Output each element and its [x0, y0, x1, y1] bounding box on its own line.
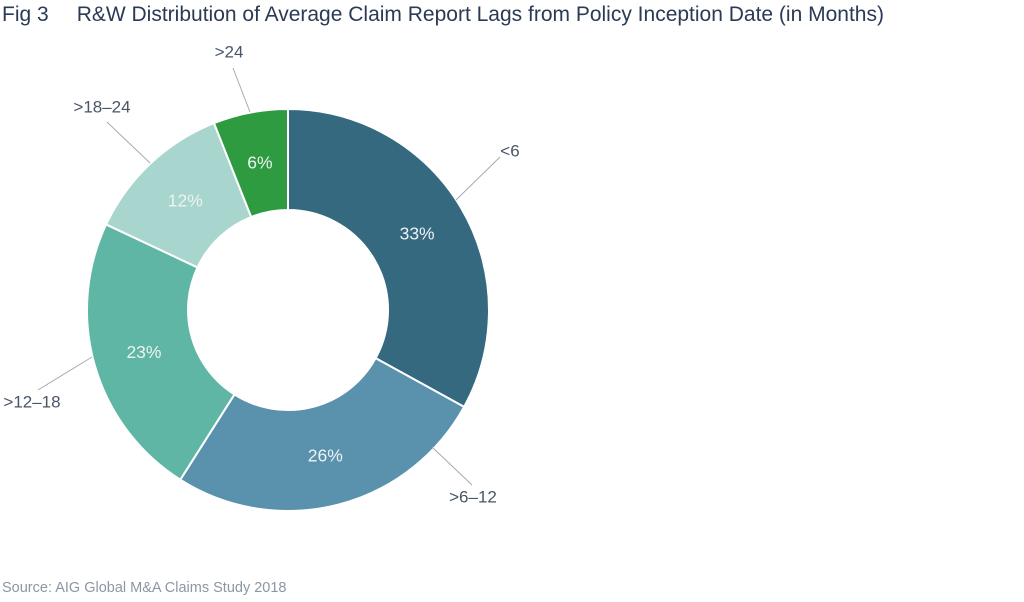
- slice-category-label-2: >6–12: [449, 488, 497, 507]
- donut-slice-5: [213, 108, 289, 219]
- donut-slice-3: [86, 223, 236, 481]
- slice-percent-label-2: 26%: [308, 445, 343, 465]
- slice-percent-label-4: 12%: [168, 191, 203, 211]
- figure-heading: R&W Distribution of Average Claim Report…: [76, 3, 884, 26]
- slice-connector-line-5: [232, 67, 251, 113]
- slice-connector-line-1: [455, 156, 501, 201]
- slice-category-label-3: >12–18: [3, 393, 60, 412]
- donut-slice-1: [287, 108, 490, 408]
- slice-connector-line-3: [37, 356, 93, 391]
- slice-category-label-4: >18–24: [73, 98, 130, 117]
- figure-title: Fig 3 R&W Distribution of Average Claim R…: [2, 2, 884, 28]
- slice-percent-label-3: 23%: [126, 342, 161, 362]
- slice-percent-label-5: 6%: [247, 153, 272, 173]
- slice-connector-line-2: [431, 446, 473, 486]
- slice-category-label-5: >24: [215, 43, 244, 62]
- slice-percent-label-1: 33%: [400, 224, 435, 244]
- source-note: Source: AIG Global M&A Claims Study 2018: [2, 580, 287, 596]
- figure-number-label: Fig 3: [2, 3, 49, 26]
- donut-slice-2: [179, 357, 466, 512]
- slice-connector-line-4: [106, 121, 151, 164]
- slice-category-label-1: <6: [500, 142, 519, 161]
